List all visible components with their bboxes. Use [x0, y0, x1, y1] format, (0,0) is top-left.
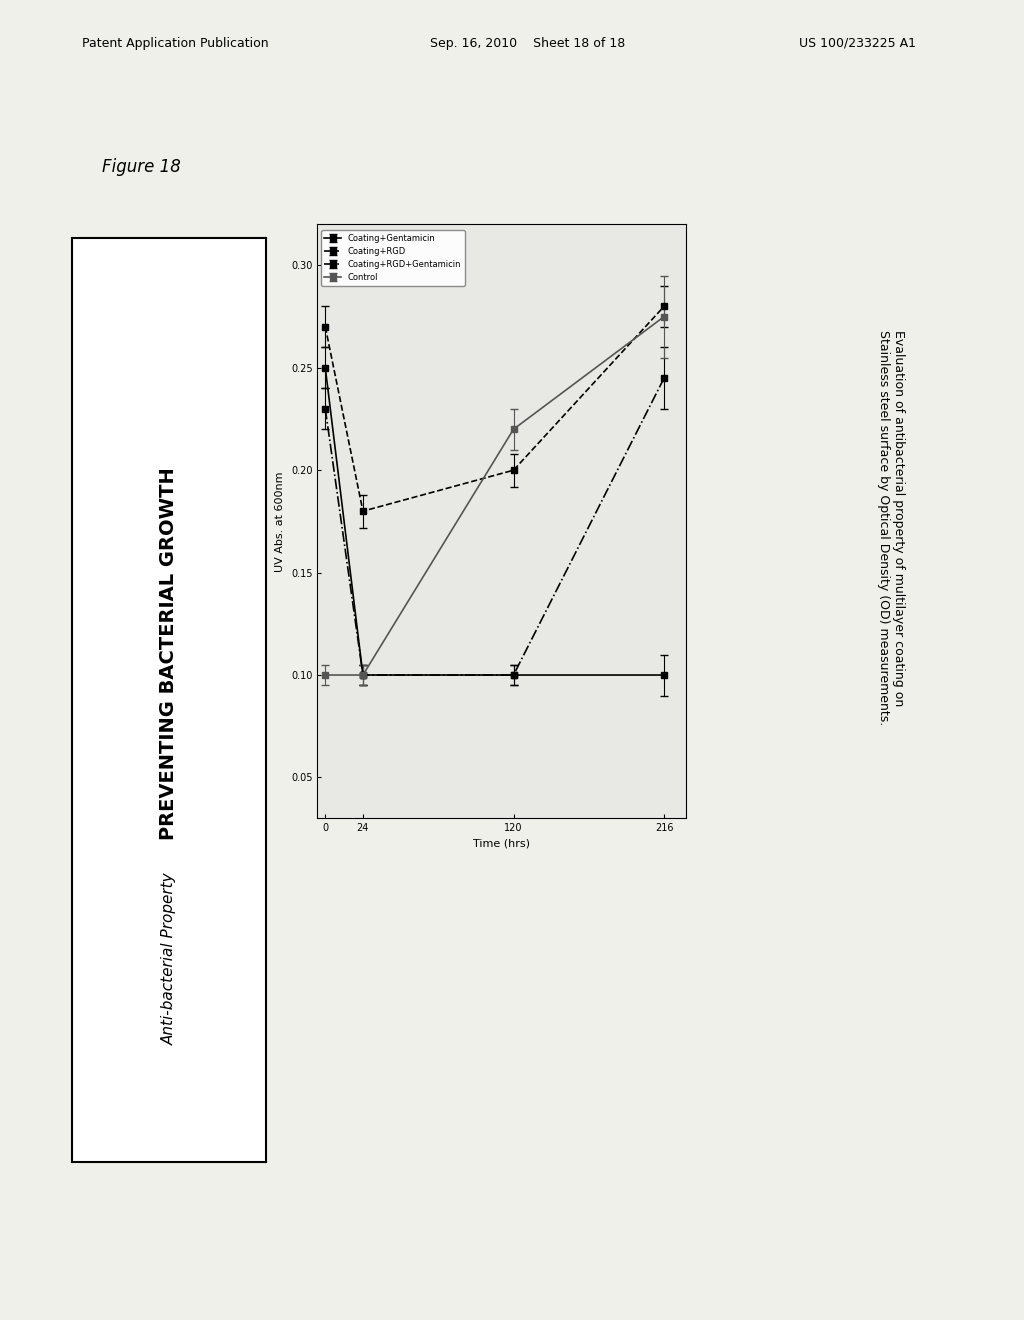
- Y-axis label: UV Abs. at 600nm: UV Abs. at 600nm: [275, 471, 286, 572]
- Text: Sep. 16, 2010    Sheet 18 of 18: Sep. 16, 2010 Sheet 18 of 18: [430, 37, 626, 50]
- Text: Evaluation of antibacterial property of multilayer coating on
Stainless steel su: Evaluation of antibacterial property of …: [877, 330, 905, 726]
- Text: Patent Application Publication: Patent Application Publication: [82, 37, 268, 50]
- Legend: Coating+Gentamicin, Coating+RGD, Coating+RGD+Gentamicin, Control: Coating+Gentamicin, Coating+RGD, Coating…: [322, 231, 465, 285]
- Text: Anti-bacterial Property: Anti-bacterial Property: [162, 873, 176, 1044]
- X-axis label: Time (hrs): Time (hrs): [473, 838, 530, 849]
- Text: Figure 18: Figure 18: [102, 158, 181, 177]
- Text: PREVENTING BACTERIAL GROWTH: PREVENTING BACTERIAL GROWTH: [160, 467, 178, 840]
- Text: US 100/233225 A1: US 100/233225 A1: [799, 37, 915, 50]
